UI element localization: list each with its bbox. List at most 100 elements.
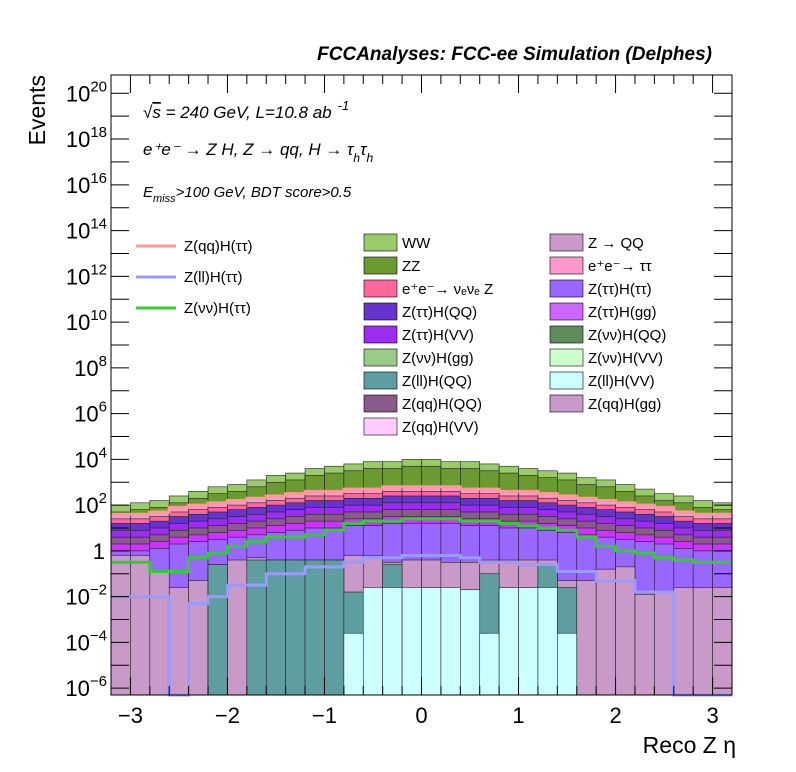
x-axis-label: Reco Z η — [643, 732, 736, 758]
legend-label: Z(qq)H(ττ) — [184, 238, 253, 255]
bar-zqq_gg-26 — [615, 566, 636, 696]
legend-swatch — [363, 256, 398, 275]
bar-zll_vv-18 — [460, 589, 481, 696]
y-tick-label: 1012 — [66, 261, 107, 289]
overlay-layer — [111, 485, 732, 697]
legend-label: Z(ττ)H(gg) — [588, 304, 657, 321]
stack-layer — [110, 459, 733, 696]
legend-label: Z(qq)H(QQ) — [402, 396, 482, 413]
y-tick-label: 10−6 — [65, 673, 107, 701]
y-axis: 10−6 10−4 10−2 1 102 104 106 108 1010 1012 1014 101… — [65, 78, 732, 701]
legend-swatch — [549, 348, 584, 367]
svg-text:e⁺e⁻ → Z H, Z → qq, H → τhτh: e⁺e⁻ → Z H, Z → qq, H → τhτh — [143, 140, 373, 165]
y-tick-label: 1020 — [66, 78, 107, 106]
bar-zll_qq-7 — [246, 559, 267, 696]
legend-swatch — [549, 394, 584, 413]
bar-zll_qq-9 — [285, 559, 306, 696]
bar-zll_vv-15 — [401, 587, 422, 696]
legend-label: Z(νν)H(ττ) — [184, 300, 251, 317]
bar-zll_vv-21 — [518, 587, 539, 696]
bar-zqq_gg-27 — [634, 594, 655, 696]
legend-swatch — [363, 348, 398, 367]
legend-label: Z(qq)H(VV) — [402, 419, 479, 436]
legend-swatch — [549, 233, 584, 252]
legend-label: Z(νν)H(gg) — [402, 350, 474, 367]
bar-zll_vv-22 — [537, 587, 558, 696]
y-tick-label: 1018 — [66, 124, 107, 152]
annotation-energy: √s = 240 GeV, L=10.8 ab -1 — [143, 98, 349, 122]
legend-label: e⁺e⁻→ ττ — [588, 258, 652, 275]
legend-label: e⁺e⁻→ νₑνₑ Z — [402, 281, 493, 298]
legend-swatch — [363, 279, 398, 298]
bar-zqq_gg-3 — [168, 587, 189, 696]
y-tick-label: 10−4 — [65, 627, 107, 655]
bar-zll_qq-8 — [265, 559, 286, 696]
svg-text:Emiss>100 GeV, BDT score>0.5: Emiss>100 GeV, BDT score>0.5 — [143, 184, 352, 205]
bar-zqq_gg-25 — [595, 568, 616, 696]
x-tick-label: −1 — [312, 703, 337, 728]
bar-zqq_gg-4 — [188, 580, 209, 696]
chart-title: FCCAnalyses: FCC-ee Simulation (Delphes) — [317, 44, 712, 65]
legend-swatch — [363, 302, 398, 321]
x-tick-label: −3 — [118, 703, 143, 728]
legend-swatch — [363, 371, 398, 390]
bar-zll_vv-20 — [498, 587, 519, 696]
legend-swatch — [363, 417, 398, 436]
bar-zqq_gg-29 — [673, 587, 694, 696]
legend-label: Z → QQ — [588, 235, 644, 252]
bar-zqq_gg-30 — [692, 587, 713, 696]
legend-swatch — [363, 394, 398, 413]
bar-zqq_gg-0 — [110, 555, 131, 696]
legend-label: Z(ττ)H(VV) — [402, 327, 474, 344]
legend-swatch — [549, 279, 584, 298]
bar-zll_qq-10 — [304, 559, 325, 696]
legend-label: WW — [402, 235, 431, 252]
bar-zll_qq-11 — [324, 559, 345, 696]
bar-zqq_gg-6 — [227, 559, 248, 696]
line-sig_nn — [111, 517, 732, 573]
y-axis-label: Events — [24, 75, 50, 145]
legend-label: Z(ll)H(VV) — [588, 373, 655, 390]
bar-zll_vv-14 — [382, 587, 403, 696]
legend-label: Z(ττ)H(QQ) — [402, 304, 477, 321]
y-tick-label: 10−2 — [65, 582, 107, 610]
annotation-cuts: Emiss>100 GeV, BDT score>0.5 — [143, 184, 352, 205]
bar-zqq_gg-24 — [576, 580, 597, 696]
legend-label: Z(νν)H(VV) — [588, 350, 663, 367]
legend-label: Z(ττ)H(ττ) — [588, 281, 652, 298]
y-tick-label: 1014 — [66, 216, 107, 244]
y-tick-label: 102 — [74, 490, 107, 518]
legend-swatch — [363, 325, 398, 344]
y-tick-label: 104 — [74, 444, 107, 472]
y-tick-label: 106 — [74, 399, 107, 427]
legend-swatch — [549, 371, 584, 390]
y-tick-label: 1 — [93, 539, 105, 564]
legend-swatch — [363, 233, 398, 252]
bar-zqq_gg-31 — [712, 587, 733, 696]
legend-label: Z(ll)H(ττ) — [184, 269, 243, 286]
x-tick-label: 2 — [609, 703, 621, 728]
legend-label: Z(qq)H(gg) — [588, 396, 661, 413]
bar-zqq_gg-2 — [149, 571, 170, 696]
y-tick-label: 108 — [74, 353, 107, 381]
legend-swatch — [549, 302, 584, 321]
bar-zll_vv-13 — [362, 587, 383, 696]
legend: Z(qq)H(ττ) Z(ll)H(ττ) Z(νν)H(ττ) WW ZZ e⁺e⁻→ … — [136, 233, 666, 436]
legend-swatch — [549, 325, 584, 344]
legend-label: Z(ll)H(QQ) — [402, 373, 472, 390]
annotation-process: e⁺e⁻ → Z H, Z → qq, H → τhτh — [143, 140, 373, 165]
x-axis: −3 −2 −1 0 1 2 3 — [110, 75, 733, 728]
bar-zll_vv-17 — [440, 587, 461, 696]
x-tick-label: 3 — [706, 703, 718, 728]
x-tick-label: −2 — [215, 703, 240, 728]
legend-label: Z(νν)H(QQ) — [588, 327, 666, 344]
bar-zll_vv-19 — [479, 632, 500, 696]
y-tick-label: 1016 — [66, 170, 107, 198]
svg-text:√s = 240 GeV, L=10.8 ab-1: √s = 240 GeV, L=10.8 ab -1 — [143, 98, 349, 122]
y-tick-label: 1010 — [66, 307, 107, 335]
bar-zqq_gg-28 — [654, 591, 675, 696]
bar-zll_qq-5 — [207, 564, 228, 696]
x-tick-label: 1 — [512, 703, 524, 728]
line-sig_qq — [111, 485, 732, 516]
